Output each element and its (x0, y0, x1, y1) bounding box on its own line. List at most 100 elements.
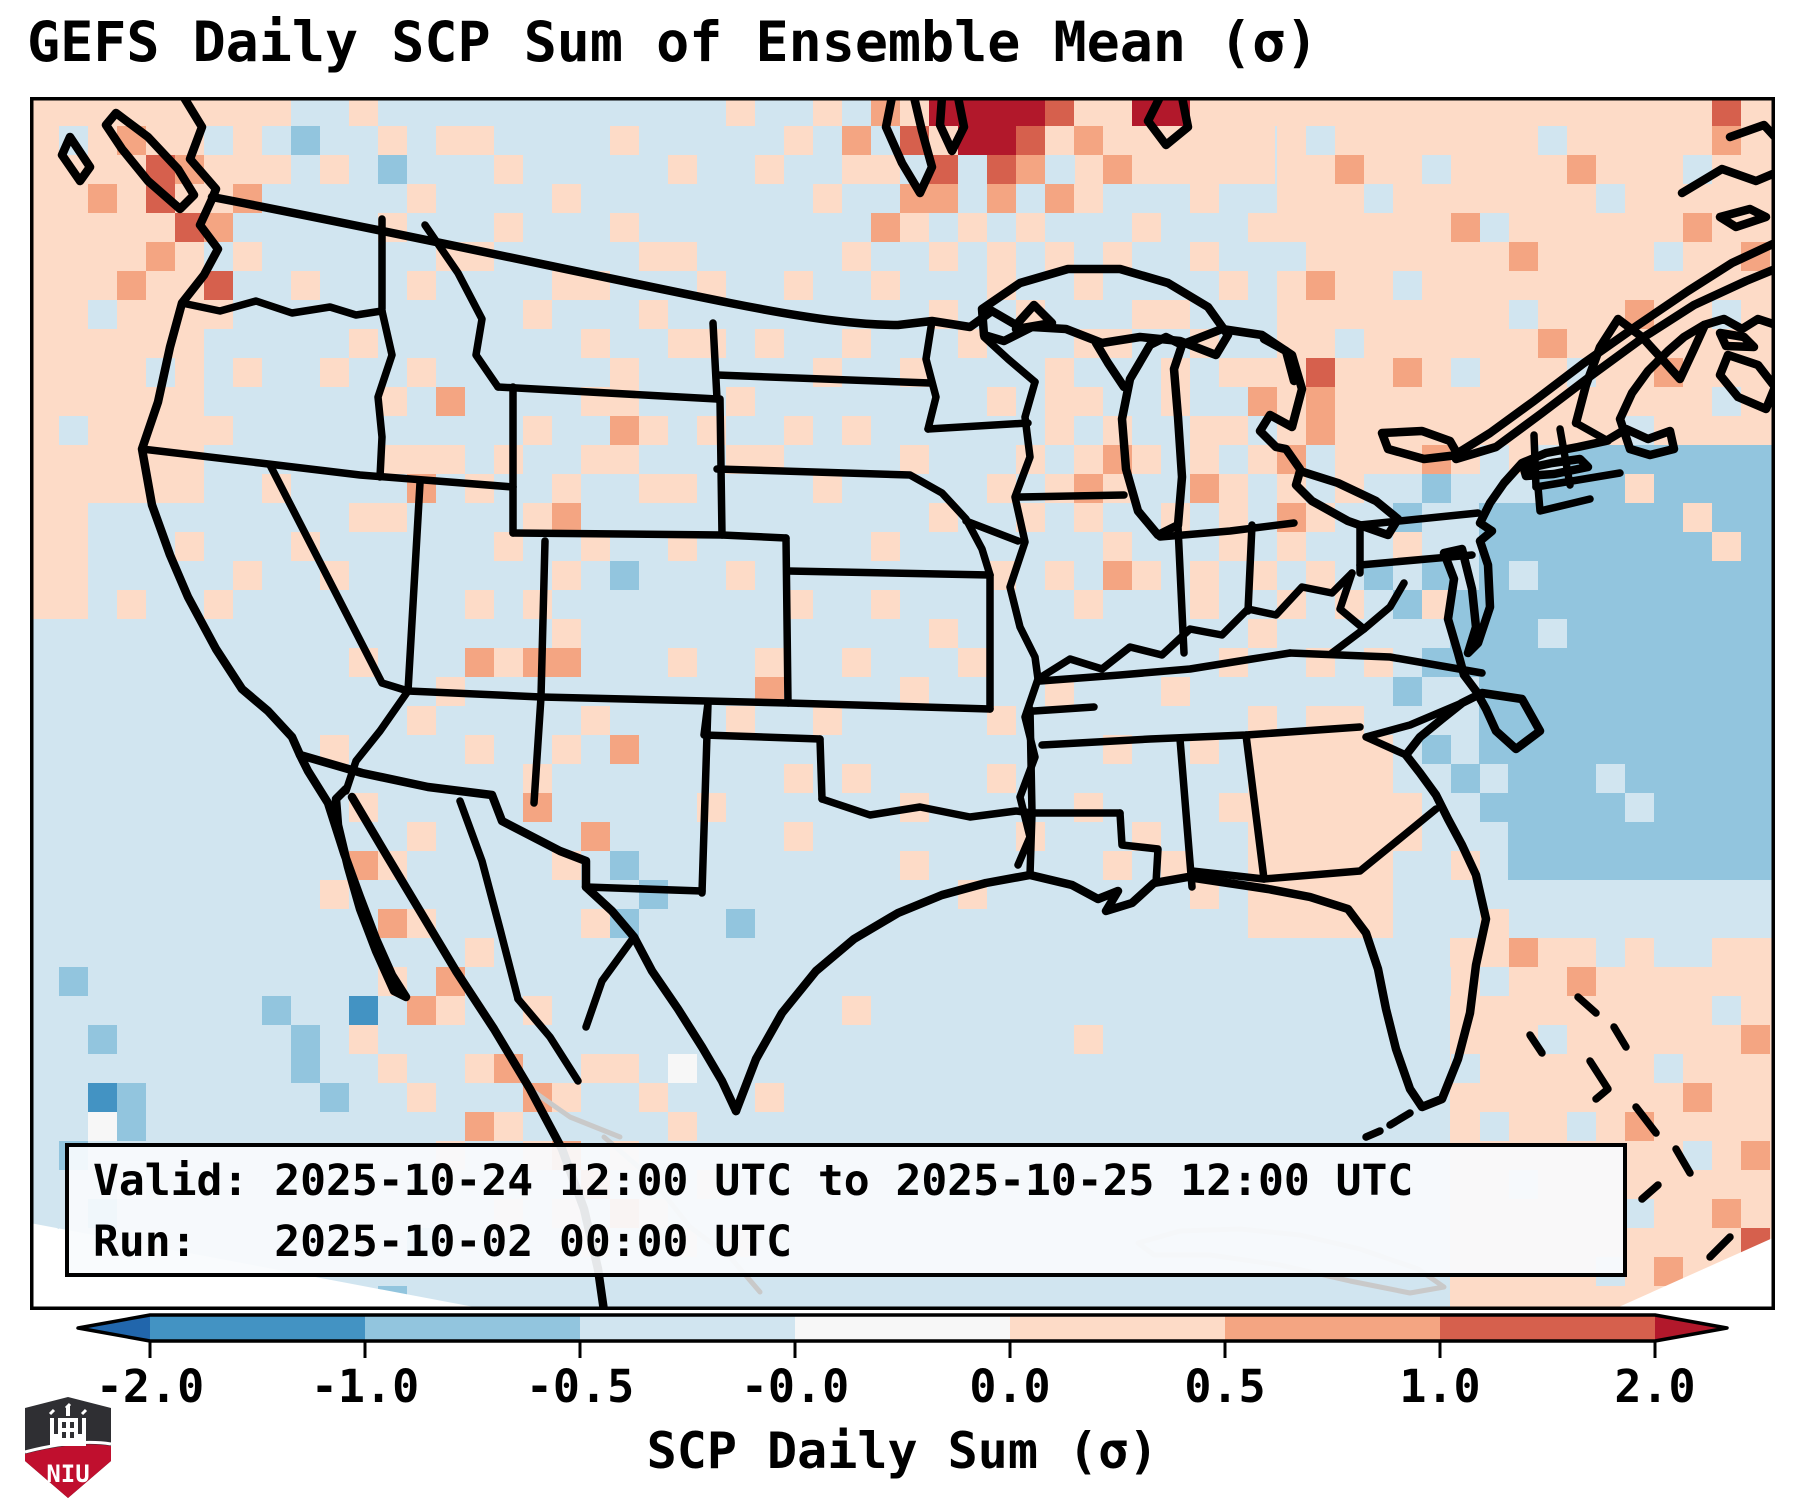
scp-cell (436, 126, 465, 155)
colorbar-extend-low (78, 1315, 150, 1341)
scp-cell (1567, 967, 1596, 996)
scp-cell (1219, 793, 1248, 822)
scp-cell (1219, 532, 1248, 561)
scp-cell (436, 445, 465, 474)
chart-title: GEFS Daily SCP Sum of Ensemble Mean (σ) (27, 10, 1319, 74)
scp-cell (552, 619, 581, 648)
scp-cell (552, 735, 581, 764)
scp-cell (1683, 213, 1712, 242)
scp-cell (1712, 996, 1741, 1025)
scp-cell (610, 358, 639, 387)
scp-cell (900, 851, 929, 880)
scp-cell (1509, 561, 1538, 590)
scp-cell (1538, 126, 1567, 155)
scp-cell (175, 532, 204, 561)
scp-cell (726, 909, 755, 938)
scp-cell (1045, 184, 1074, 213)
scp-cell (1567, 155, 1596, 184)
scp-cell (523, 648, 552, 677)
scp-cell (320, 155, 349, 184)
scp-cell (1480, 213, 1509, 242)
scp-cell (117, 590, 146, 619)
scp-cell (552, 184, 581, 213)
scp-cell (407, 445, 436, 474)
scp-cell (1451, 764, 1480, 793)
scp-cell (1248, 619, 1277, 648)
scp-cell (30, 503, 88, 619)
scp-cell (1451, 213, 1480, 242)
coastlines (57, 97, 1775, 1310)
scp-cell (784, 764, 813, 793)
scp-cell (1074, 445, 1103, 474)
scp-cell (726, 387, 755, 416)
scp-cell (813, 184, 842, 213)
scp-cell (1219, 416, 1248, 445)
scp-cell (929, 619, 958, 648)
scp-cell (1161, 677, 1190, 706)
scp-cell (900, 213, 929, 242)
scp-cell (1219, 474, 1248, 503)
scp-cell (552, 503, 581, 532)
scp-cell (262, 97, 291, 126)
scp-cell (465, 1112, 494, 1141)
scp-cell (1016, 213, 1045, 242)
scp-cell (987, 126, 1016, 155)
colorbar-segment (1440, 1315, 1655, 1341)
scp-cell (639, 1083, 668, 1112)
scp-cell (1683, 1083, 1712, 1112)
scp-cell (552, 271, 581, 300)
scp-cell (523, 503, 552, 532)
scp-cell (639, 474, 668, 503)
scp-cell (958, 213, 987, 242)
scp-cell (1190, 416, 1219, 445)
scp-cell (1596, 938, 1625, 967)
scp-cell (1132, 445, 1161, 474)
scp-cell (378, 155, 407, 184)
scp-cell (494, 155, 523, 184)
scp-cell (494, 648, 523, 677)
scp-cell (1364, 387, 1393, 416)
scp-cell (668, 242, 697, 271)
scp-cell (552, 474, 581, 503)
logo-text: NIU (46, 1460, 89, 1488)
colorbar-tick-label: -0.5 (526, 1360, 634, 1413)
scp-cell (610, 1054, 639, 1083)
scp-cell (1335, 155, 1364, 184)
projection-wedge-right (1612, 1237, 1775, 1310)
colorbar-tick-label: 2.0 (1614, 1360, 1695, 1413)
scp-cell (784, 822, 813, 851)
scp-cell (552, 648, 581, 677)
scp-cell (1132, 561, 1161, 590)
colorbar-segment (1010, 1315, 1225, 1341)
scp-cell (146, 242, 175, 271)
scp-cell (900, 445, 929, 474)
scp-cell (494, 532, 523, 561)
scp-cell (494, 445, 523, 474)
scp-cell (88, 184, 117, 213)
scp-cell (349, 1025, 378, 1054)
scp-cell (1074, 590, 1103, 619)
colorbar-tick-label: -0.0 (741, 1360, 849, 1413)
run-time-text: Run: 2025-10-02 00:00 UTC (93, 1217, 792, 1267)
scp-cell (320, 1083, 349, 1112)
scp-cell (1712, 532, 1741, 561)
scp-cell (842, 242, 871, 271)
scp-cell (755, 329, 784, 358)
scp-cell (610, 735, 639, 764)
scp-cell (175, 474, 204, 503)
scp-cell (871, 532, 900, 561)
scp-cell (871, 213, 900, 242)
scp-cell (1306, 358, 1335, 387)
scp-cell (668, 648, 697, 677)
niu-logo: NIU (20, 1392, 116, 1504)
logo-castle-windows (62, 1422, 74, 1438)
scp-cell (610, 561, 639, 590)
scp-cell (407, 1083, 436, 1112)
scp-cell (929, 242, 958, 271)
scp-cell (291, 1054, 320, 1083)
scp-cell (1045, 97, 1074, 126)
scp-cell (1132, 213, 1161, 242)
scp-cell (88, 300, 117, 329)
scp-cell (465, 938, 494, 967)
scp-cell (1741, 1025, 1770, 1054)
